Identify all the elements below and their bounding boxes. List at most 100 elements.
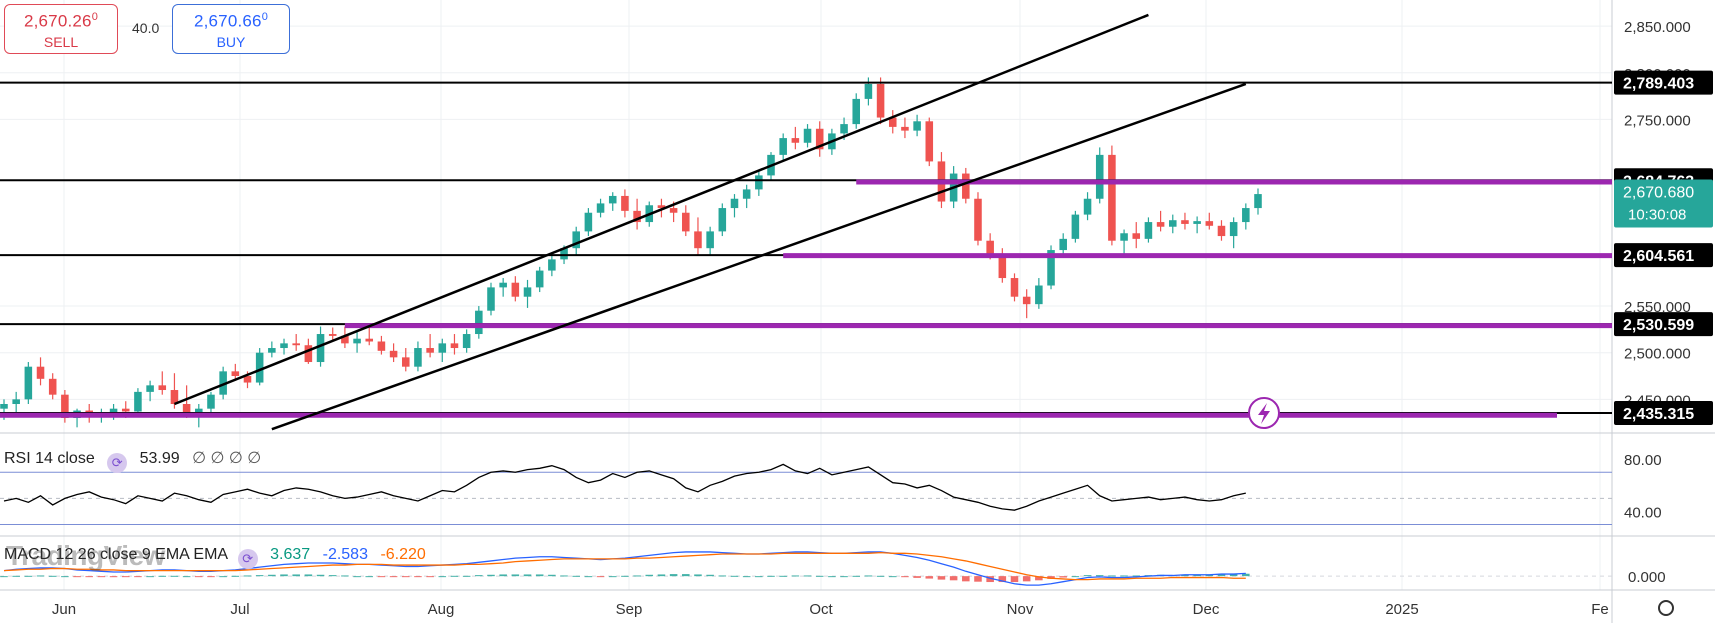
candle-body[interactable] [1022,296,1031,305]
candle-body[interactable] [523,287,532,297]
candle-body[interactable] [365,338,374,342]
candle-body[interactable] [243,376,252,383]
candle-body[interactable] [669,208,678,213]
macd-line[interactable] [3,551,1246,586]
candle-body[interactable] [1193,221,1201,224]
candle-body[interactable] [621,195,629,211]
macd-signal-line[interactable] [3,551,1246,581]
candle-body[interactable] [864,83,873,99]
candle-body[interactable] [255,352,264,383]
candle-body[interactable] [328,334,337,336]
candle-body[interactable] [207,394,215,409]
candle-body[interactable] [1132,233,1141,239]
chart-settings-icon[interactable] [1658,600,1674,616]
macd-legend[interactable]: MACD 12 26 close 9 EMA EMA ⟳ 3.637 -2.58… [4,546,426,569]
candle-body[interactable] [499,282,507,288]
candle-body[interactable] [1217,225,1226,237]
candle-body[interactable] [316,334,325,363]
candle-body[interactable] [755,175,763,190]
candle-body[interactable] [998,254,1007,279]
candle-body[interactable] [852,98,861,125]
candle-body[interactable] [401,357,410,367]
candle-body[interactable] [450,343,459,349]
channel-upper-line[interactable] [173,13,1149,406]
candle-body[interactable] [1229,222,1238,237]
candle-body[interactable] [341,335,349,344]
candle-body[interactable] [633,210,641,223]
candle-body[interactable] [913,121,921,131]
candle-body[interactable] [1059,238,1067,251]
candle-body[interactable] [121,408,130,412]
candle-body[interactable] [24,366,33,400]
channel-lower-line[interactable] [271,82,1247,431]
candle-body[interactable] [158,385,167,391]
candle-body[interactable] [1071,214,1080,239]
candle-body[interactable] [1156,222,1165,227]
buy-button[interactable]: 2,670.660 BUY [172,4,290,54]
candle-body[interactable] [462,334,471,349]
candle-body[interactable] [1181,220,1189,224]
rsi-line[interactable] [3,463,1246,511]
candle-body[interactable] [1010,278,1019,297]
candle-body[interactable] [511,282,520,297]
candle-body[interactable] [426,348,434,353]
candle-body[interactable] [840,124,848,134]
candle-body[interactable] [414,348,422,367]
candle-body[interactable] [1242,208,1250,223]
candle-body[interactable] [12,399,20,405]
candle-body[interactable] [0,404,8,409]
candle-body[interactable] [1205,221,1214,226]
candle-body[interactable] [584,212,593,232]
candle-body[interactable] [1254,194,1262,209]
candle-body[interactable] [657,205,666,209]
sell-button[interactable]: 2,670.260 SELL [4,4,118,54]
candle-body[interactable] [231,371,240,377]
candle-body[interactable] [134,391,142,412]
candle-body[interactable] [389,350,398,358]
candle-body[interactable] [596,203,605,213]
candle-body[interactable] [608,195,617,204]
candle-body[interactable] [1169,220,1177,227]
candle-body[interactable] [694,231,702,249]
candle-body[interactable] [475,310,483,335]
candle-body[interactable] [268,348,276,353]
candle-body[interactable] [962,173,970,199]
candle-body[interactable] [682,212,690,232]
macd-settings-icon[interactable]: ⟳ [237,549,258,569]
candle-body[interactable] [779,138,787,155]
candle-body[interactable] [1095,154,1104,199]
candle-body[interactable] [280,343,288,349]
candle-body[interactable] [292,343,300,346]
candle-body[interactable] [901,126,909,131]
candle-body[interactable] [815,128,824,150]
candle-body[interactable] [548,259,556,271]
candle-body[interactable] [487,287,495,311]
candle-body[interactable] [438,343,447,353]
candle-body[interactable] [1144,222,1153,239]
candle-body[interactable] [36,366,45,379]
candle-body[interactable] [560,248,568,260]
candle-body[interactable] [377,341,386,351]
candle-body[interactable] [1120,233,1128,241]
candle-body[interactable] [1083,198,1092,215]
candle-body[interactable] [109,408,118,414]
candle-body[interactable] [61,394,69,419]
candle-body[interactable] [572,231,580,249]
candle-body[interactable] [986,240,994,255]
candle-body[interactable] [803,128,812,143]
candle-body[interactable] [925,121,934,162]
candle-body[interactable] [742,189,751,199]
candle-body[interactable] [48,378,57,395]
candle-body[interactable] [1108,154,1116,241]
candle-body[interactable] [182,404,191,414]
candle-body[interactable] [876,83,885,118]
candle-body[interactable] [304,345,313,363]
candle-body[interactable] [791,138,800,143]
candle-body[interactable] [706,231,714,249]
candle-body[interactable] [195,408,203,414]
candle-body[interactable] [353,338,361,344]
candle-body[interactable] [146,385,154,392]
candle-body[interactable] [170,390,179,405]
